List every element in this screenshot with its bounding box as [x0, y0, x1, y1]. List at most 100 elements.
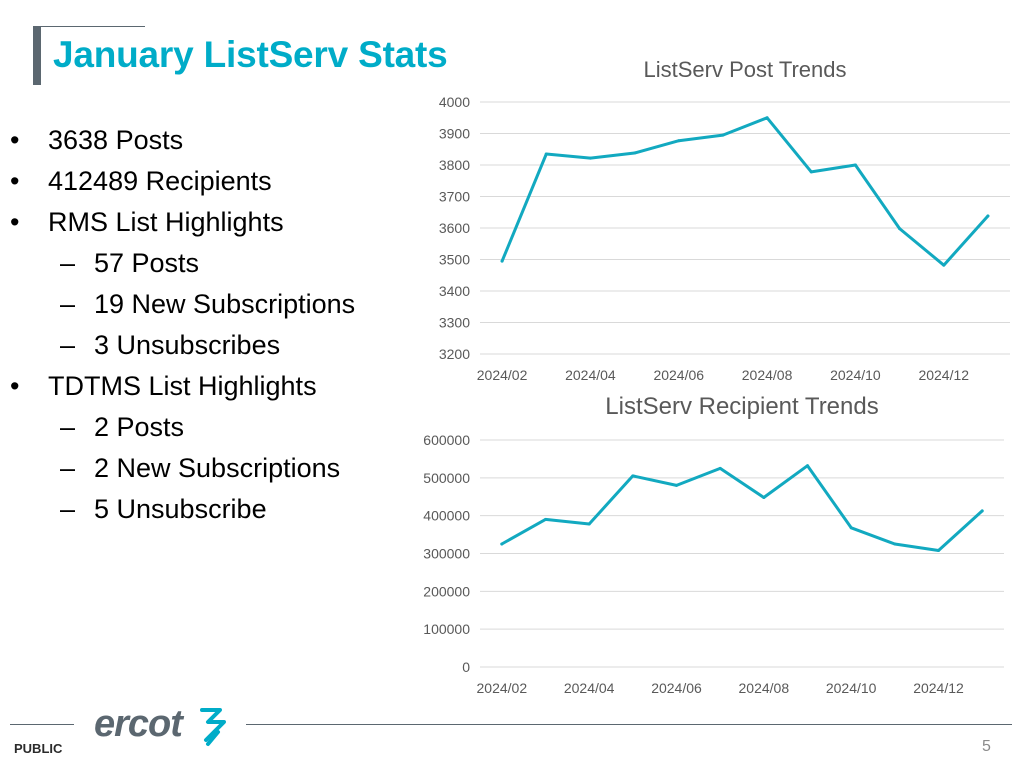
- bullet-text: 2 Posts: [94, 412, 185, 442]
- x-tick-label: 2024/12: [918, 367, 969, 383]
- data-point: [718, 466, 722, 470]
- x-tick-label: 2024/08: [739, 680, 790, 696]
- data-point: [631, 474, 635, 478]
- sub-bullet-item: –5 Unsubscribe: [10, 489, 390, 530]
- y-tick-label: 100000: [423, 621, 470, 637]
- sub-bullet-item: –3 Unsubscribes: [10, 325, 390, 366]
- bullet-list: • 3638 Posts • 412489 Recipients • RMS List H…: [10, 120, 390, 530]
- x-tick-label: 2024/04: [564, 680, 615, 696]
- y-tick-label: 600000: [423, 432, 470, 448]
- bullet-marker: –: [60, 289, 76, 319]
- data-point: [849, 526, 853, 530]
- bullet-text: 5 Unsubscribe: [94, 494, 267, 524]
- bullet-marker: •: [10, 125, 20, 155]
- x-tick-label: 2024/12: [913, 680, 964, 696]
- bullet-item: • 412489 Recipients: [10, 161, 390, 202]
- data-point: [853, 163, 857, 167]
- data-point: [937, 548, 940, 552]
- data-point: [544, 152, 548, 156]
- post-trends-svg: ListServ Post Trends 3200 3300 3400 3500 3600…: [439, 57, 1010, 383]
- x-tick-label: 2024/06: [651, 680, 702, 696]
- x-tick-label: 2024/10: [830, 367, 881, 383]
- data-point: [721, 133, 725, 137]
- data-point: [980, 509, 984, 513]
- chart-title: ListServ Post Trends: [644, 57, 847, 82]
- series-line: [500, 116, 990, 267]
- y-tick-label: 3200: [439, 346, 470, 362]
- x-tick-label: 2024/08: [742, 367, 793, 383]
- title-top-rule: [33, 26, 145, 27]
- sub-bullet-item: –2 New Subscriptions: [10, 448, 390, 489]
- x-tick-label: 2024/02: [477, 367, 528, 383]
- footer-rule-left: [10, 724, 74, 725]
- bullet-text: 19 New Subscriptions: [94, 289, 356, 319]
- footer-rule-right: [246, 724, 1012, 725]
- bullet-marker: –: [60, 330, 76, 360]
- bullet-text: 2 New Subscriptions: [94, 453, 341, 483]
- lightning-bolt-icon: [200, 708, 226, 746]
- bullet-item: • RMS List Highlights: [10, 202, 390, 243]
- recipient-trends-svg: ListServ Recipient Trends 0 100000 200000 30…: [423, 393, 1004, 696]
- page-number: 5: [982, 738, 991, 755]
- x-tick-label: 2024/02: [477, 680, 528, 696]
- recipient-trends-chart: ListServ Recipient Trends 0 100000 200000 30…: [390, 390, 1024, 705]
- svg-text:ercot: ercot: [94, 703, 184, 745]
- x-tick-label: 2024/10: [826, 680, 877, 696]
- data-point: [500, 542, 504, 546]
- x-tick-label: 2024/06: [653, 367, 704, 383]
- bullet-marker: –: [60, 453, 76, 483]
- data-point: [500, 259, 504, 263]
- data-point: [762, 496, 766, 500]
- data-point: [677, 139, 681, 143]
- data-point: [898, 227, 902, 231]
- y-tick-label: 200000: [423, 583, 470, 599]
- y-tick-label: 3900: [439, 126, 470, 142]
- y-tick-label: 4000: [439, 94, 470, 110]
- x-tick-label: 2024/04: [565, 367, 616, 383]
- data-point: [765, 116, 769, 120]
- data-point: [675, 483, 678, 487]
- bullet-text: RMS List Highlights: [48, 207, 284, 237]
- y-tick-label: 3400: [439, 283, 470, 299]
- bullet-marker: •: [10, 166, 20, 196]
- y-tick-label: 0: [462, 659, 470, 675]
- y-tick-label: 400000: [423, 508, 470, 524]
- series-line: [500, 464, 984, 552]
- sub-bullet-item: –57 Posts: [10, 243, 390, 284]
- title-accent-bar: [33, 27, 41, 85]
- y-tick-label: 3800: [439, 157, 470, 173]
- bullet-marker: •: [10, 371, 20, 401]
- bullet-item: • 3638 Posts: [10, 120, 390, 161]
- data-point: [587, 522, 591, 526]
- bullet-text: 57 Posts: [94, 248, 200, 278]
- data-point: [588, 156, 592, 160]
- bullet-marker: –: [60, 248, 76, 278]
- y-tick-label: 3500: [439, 252, 470, 268]
- post-trends-chart: ListServ Post Trends 3200 3300 3400 3500 3600…: [390, 55, 1024, 390]
- data-point: [806, 464, 809, 468]
- data-point: [544, 517, 547, 521]
- bullet-text: 3 Unsubscribes: [94, 330, 281, 360]
- bullet-marker: –: [60, 494, 76, 524]
- bullet-item: • TDTMS List Highlights: [10, 366, 390, 407]
- bullet-text: TDTMS List Highlights: [48, 371, 317, 401]
- data-point: [942, 263, 946, 267]
- y-tick-label: 3700: [439, 189, 470, 205]
- sub-bullet-item: –19 New Subscriptions: [10, 284, 390, 325]
- y-tick-label: 3600: [439, 220, 470, 236]
- public-label: PUBLIC: [14, 741, 63, 756]
- bullet-marker: –: [60, 412, 76, 442]
- y-tick-label: 300000: [423, 546, 470, 562]
- data-point: [893, 542, 897, 546]
- bullet-marker: •: [10, 207, 20, 237]
- bullet-text: 412489 Recipients: [48, 166, 272, 196]
- data-point: [633, 151, 637, 155]
- data-point: [986, 214, 990, 218]
- page-title: January ListServ Stats: [53, 34, 448, 75]
- y-tick-label: 500000: [423, 470, 470, 486]
- y-tick-label: 3300: [439, 315, 470, 331]
- sub-bullet-item: –2 Posts: [10, 407, 390, 448]
- chart-title: ListServ Recipient Trends: [605, 393, 878, 420]
- bullet-text: 3638 Posts: [48, 125, 184, 155]
- data-point: [809, 170, 813, 174]
